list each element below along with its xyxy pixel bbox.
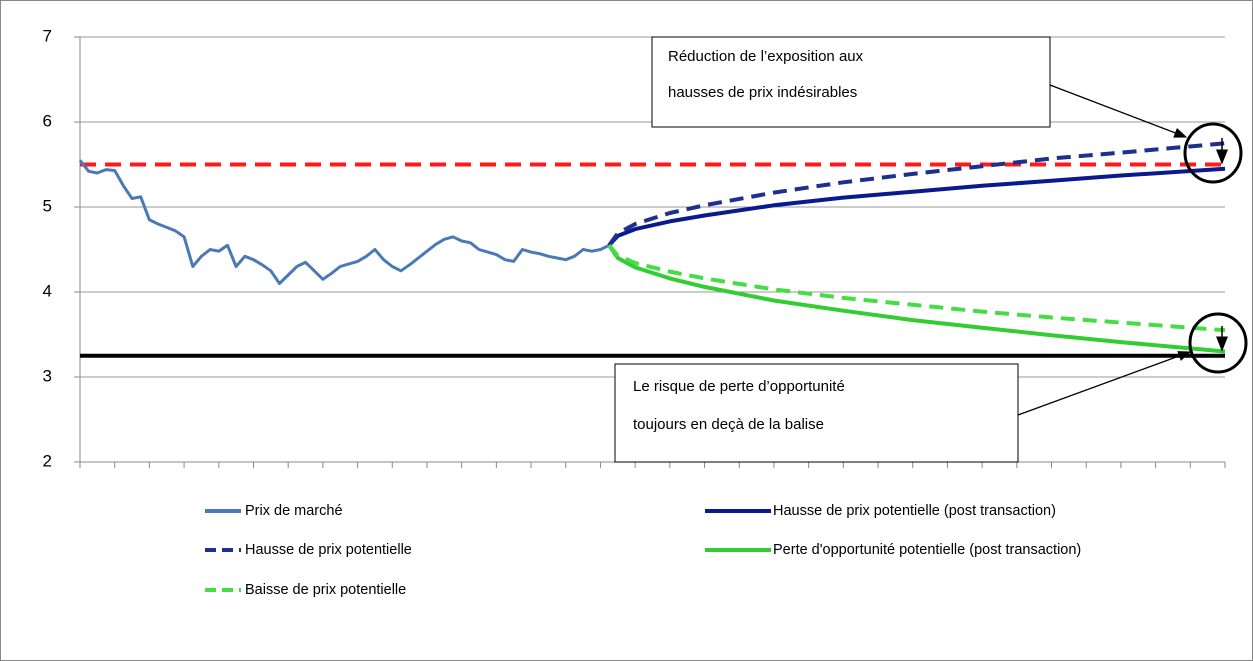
annotation-box <box>651 36 1051 128</box>
legend-label: Hausse de prix potentielle (post transac… <box>773 503 1056 519</box>
annotation-box <box>614 363 1019 463</box>
series-line <box>607 141 1226 247</box>
legend-label: Baisse de prix potentielle <box>245 582 406 598</box>
annotation-text: Le risque de perte d’opportunité <box>633 378 845 395</box>
annotation-text: hausses de prix indésirables <box>668 84 857 101</box>
series-line <box>78 159 610 285</box>
y-tick-label: 3 <box>43 366 52 385</box>
series-line <box>607 244 1226 354</box>
lines <box>78 141 1226 358</box>
series-line <box>607 244 1226 333</box>
y-tick-label: 7 <box>43 26 52 45</box>
annotation-arrow <box>1049 84 1188 138</box>
legend-label: Hausse de prix potentielle <box>245 542 412 558</box>
legend-label: Perte d'opportunité potentielle (post tr… <box>773 542 1081 558</box>
y-tick-label: 6 <box>43 111 52 130</box>
annotation-text: toujours en deçà de la balise <box>633 416 824 433</box>
y-tick-label: 2 <box>43 451 52 470</box>
y-tick-label: 4 <box>43 281 52 300</box>
highlight-circle <box>1183 122 1243 184</box>
highlight-circle <box>1188 312 1248 374</box>
annotation-arrow <box>1017 351 1192 416</box>
series-line <box>607 166 1226 247</box>
legend: Prix de marché Hausse de prix potentielle… <box>205 503 1081 598</box>
legend-label: Prix de marché <box>245 503 343 519</box>
annotation-text: Réduction de l’exposition aux <box>668 48 864 65</box>
y-tick-label: 5 <box>43 196 52 215</box>
